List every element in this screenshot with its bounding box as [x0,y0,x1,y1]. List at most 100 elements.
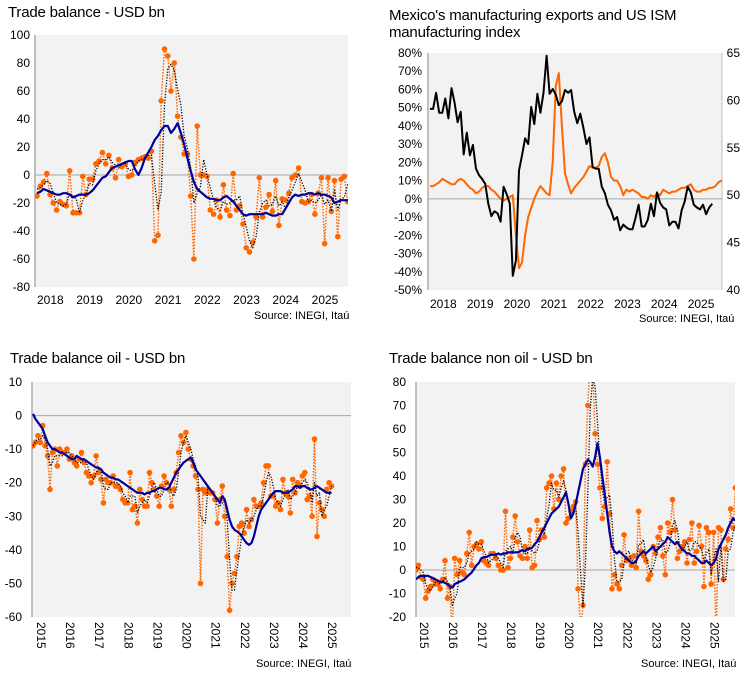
data-point-saar [578,626,584,632]
series-line-12mma [36,122,348,217]
data-point-saar [466,529,473,536]
series-line-saar [32,424,333,612]
data-point-saar [674,555,681,562]
source-note: Source: INEGI, Itaú [254,310,350,322]
chart-trade-balance-non-oil: 80 70 60 50 40 30 20 10 0 -10 -20 2015 2016 2017 2018 2… [389,375,748,649]
data-point-saar [325,175,331,181]
data-point-saar [226,607,233,614]
data-point-saar [195,486,201,493]
series-line-3mma-saar [416,382,735,609]
x-tick-label: 2015 [34,622,48,649]
data-point-saar [633,564,639,571]
data-point-saar [541,534,548,540]
y-tick-label: 70% [398,64,422,78]
data-point-saar [495,562,502,569]
data-point-saar [691,560,698,566]
data-point-saar [263,204,269,210]
data-point-saar [161,46,168,52]
data-point-saar [250,239,256,245]
y-tick-label: -40 [13,224,31,238]
series-line-us-ism-manufacturing-rhs [430,54,713,277]
data-point-saar [229,580,235,587]
source-note: Source: INEGI, Itaú [256,658,352,670]
data-point-saar [183,429,189,436]
chart-title: Trade balance oil - USD bn [10,350,186,367]
data-point-saar [100,500,107,506]
data-point-saar [287,510,294,516]
data-point-saar [681,539,688,545]
data-point-saar [112,175,119,181]
data-point-saar [86,473,92,479]
data-point-saar [635,508,642,515]
data-point-saar [95,469,102,476]
series-line-3mma-saar [32,435,333,591]
chart-title: Trade balance non oil - USD bn [389,350,593,367]
x-tick-label: 2020 [180,622,194,649]
x-tick-label: 2019 [150,622,164,649]
data-point-saar [302,469,308,476]
data-point-saar [621,532,627,538]
data-point-saar [580,602,586,609]
data-point-saar [507,555,514,562]
y-right-tick-label: 45 [727,236,741,250]
data-point-saar [224,553,230,560]
y-tick-label: 20% [398,155,422,169]
data-point-saar [139,496,145,503]
data-point-saar [149,479,155,486]
data-point-saar [217,214,223,220]
y-tick-label: -10 [5,442,23,456]
series-line-3mma-saar-x-manufacturing [430,72,722,270]
data-point-saar [227,212,233,219]
y-right-tick-label: 50 [727,188,741,202]
chart-trade-balance-oil: 10 0 -10 -20 -30 -40 -50 -60 2015 2016 2017 2018 201… [5,375,351,649]
x-tick-label: 2024 [678,622,692,649]
y-tick-label: 0 [15,409,22,423]
data-point-saar [689,520,695,526]
data-point-saar [248,516,255,523]
data-point-saar [522,543,528,550]
data-point-saar [531,562,538,569]
data-point-saar [204,173,210,180]
x-tick-label: 2022 [194,293,221,307]
y-tick-label: -30% [394,247,422,261]
data-point-saar [276,222,282,229]
data-point-saar [384,190,390,196]
data-point-saar [664,520,671,526]
data-point-saar [696,522,702,529]
data-point-saar [341,173,348,180]
x-tick-label: 2017 [475,622,489,649]
y-tick-label: -50 [5,576,23,590]
data-point-saar [311,436,318,442]
data-point-saar [526,527,533,533]
data-point-saar [371,167,377,173]
data-point-saar [560,466,567,472]
data-point-saar [253,214,259,220]
x-tick-label: 2025 [325,622,339,649]
y-tick-label: 10% [398,174,422,188]
data-point-saar [171,60,178,66]
data-point-saar [37,183,44,189]
x-tick-label: 2021 [155,293,182,307]
chart-mfg-exports-ism: 80% 70% 60% 50% 40% 30% 20% 10% 0% -10% -20% -30% -4… [394,46,740,311]
data-point-saar [742,511,748,517]
data-point-saar [597,485,603,491]
y-right-tick-label: 60 [727,93,741,107]
data-point-saar [66,168,73,174]
data-point-saar [710,529,717,536]
y-tick-label: -20 [13,196,31,210]
data-point-saar [265,463,272,469]
y-tick-label: 80% [398,46,422,60]
data-point-saar [698,543,705,550]
data-point-saar [355,162,361,168]
data-point-saar [502,508,509,515]
data-point-saar [730,524,735,531]
data-point-saar [107,479,114,486]
data-point-saar [416,562,422,569]
data-point-saar [96,158,102,164]
data-point-saar [37,439,44,446]
data-point-saar [358,160,364,166]
data-point-saar [585,402,591,409]
y-tick-label: 30% [398,137,422,151]
y-tick-label: 100 [10,28,30,42]
y-tick-label: 40% [398,119,422,133]
